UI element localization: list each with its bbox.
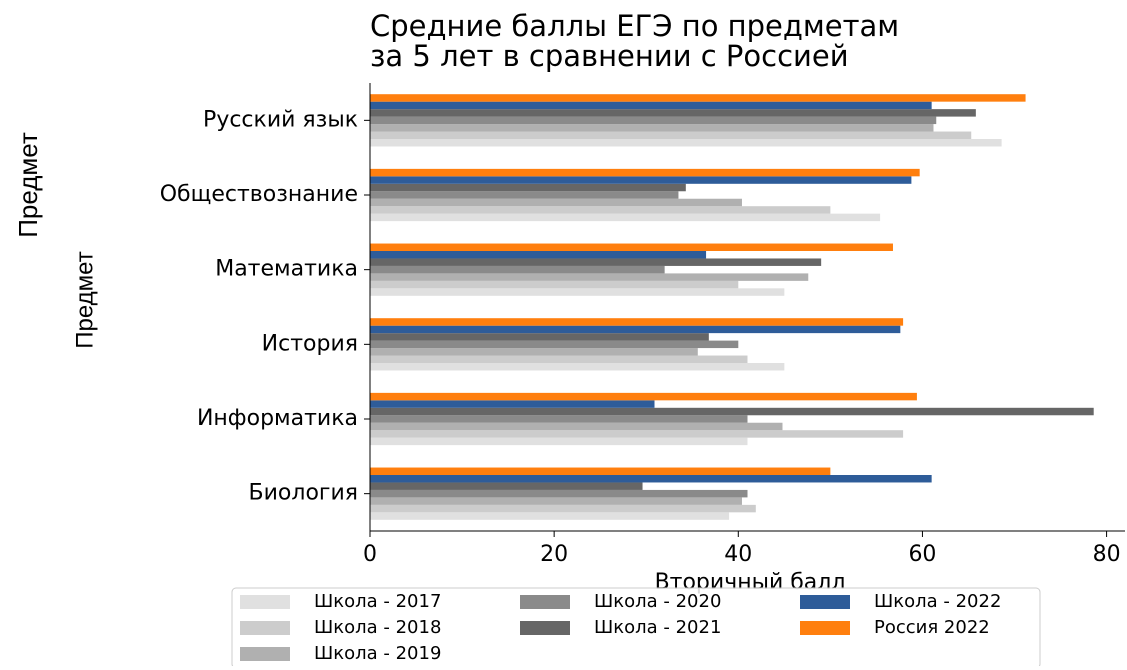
bar [370,139,1002,147]
bar [370,504,756,513]
y-axis-label: Предмет [71,251,98,348]
legend-label: Школа - 2020 [594,591,721,612]
bar [370,213,881,222]
y-tick-label: Информатика [197,406,358,431]
x-tick-label: 60 [908,542,936,567]
bar [370,363,785,371]
bar [370,206,831,214]
bar [370,265,665,274]
bar [370,422,783,431]
legend-swatch [520,621,570,635]
bar [370,467,831,475]
legend-label: Школа - 2019 [314,643,441,664]
bar [370,131,972,139]
bar [370,251,707,259]
legend-swatch [240,621,290,635]
bar [370,168,920,177]
bar [370,280,739,289]
legend-swatch [800,595,850,609]
bar [370,430,904,438]
legend-label: Школа - 2021 [594,617,721,638]
legend-label: Школа - 2017 [314,591,441,612]
x-tick-label: 0 [363,542,377,567]
x-tick-label: 20 [540,542,568,567]
bar [370,475,932,483]
bar [370,183,686,192]
x-tick-label: 80 [1093,542,1121,567]
y-axis-label: Предмет [13,132,43,238]
y-tick-label: Русский язык [203,107,358,132]
bar [370,116,937,125]
bar [370,355,748,363]
bar [370,333,709,341]
legend-label: Россия 2022 [874,617,990,638]
y-tick-label: Обществознание [160,182,358,207]
x-tick-label: 40 [724,542,752,567]
bar [370,258,822,266]
chart-title: Средние баллы ЕГЭ по предметам [370,9,899,43]
bar [370,325,901,334]
bar [370,273,809,281]
legend-swatch [800,621,850,635]
bar [370,407,1094,416]
bar [370,482,643,490]
bar [370,512,730,520]
bar [370,124,934,132]
bar [370,288,785,296]
bar [370,497,742,505]
legend-swatch [520,595,570,609]
legend-label: Школа - 2022 [874,591,1001,612]
legend-label: Школа - 2018 [314,617,441,638]
bar [370,415,748,423]
bar [370,348,698,356]
bar [370,437,748,446]
y-tick-label: История [262,331,358,356]
y-tick-label: Биология [249,481,358,506]
legend-swatch [240,647,290,661]
bar [370,400,655,408]
bar [370,340,739,349]
bar [370,392,917,401]
bar [370,109,976,117]
bar [370,94,1026,102]
legend-swatch [240,595,290,609]
chart-title: за 5 лет в сравнении с Россией [370,39,849,73]
bar [370,243,893,251]
bar [370,489,748,498]
bar [370,176,912,184]
bar [370,318,904,326]
bar [370,101,932,110]
y-tick-label: Математика [215,257,358,282]
bar [370,198,742,207]
bar [370,191,679,199]
